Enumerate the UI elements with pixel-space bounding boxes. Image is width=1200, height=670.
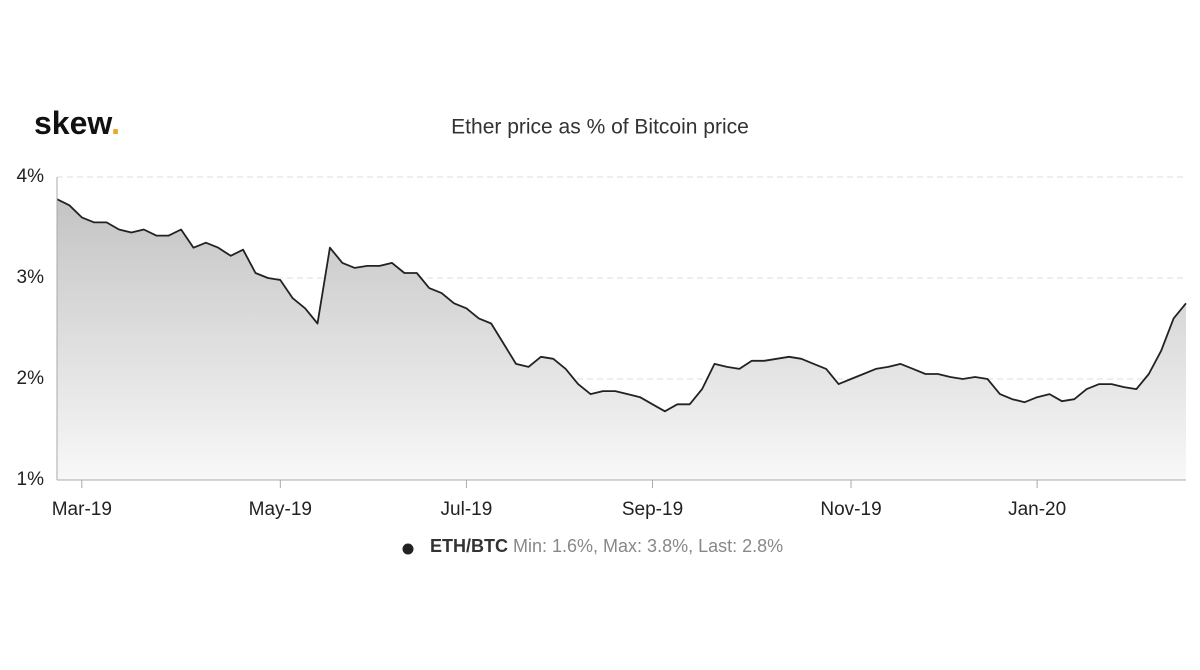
x-tick-label: May-19 (249, 499, 312, 520)
x-tick-label: Sep-19 (622, 499, 683, 520)
y-tick-label: 4% (17, 166, 45, 187)
legend-text: ETH/BTC Min: 1.6%, Max: 3.8%, Last: 2.8% (430, 536, 783, 556)
chart-title: Ether price as % of Bitcoin price (451, 116, 749, 139)
y-tick-label: 2% (17, 368, 45, 389)
y-tick-label: 3% (17, 267, 45, 288)
x-tick-label: Nov-19 (820, 499, 881, 520)
y-tick-label: 1% (17, 469, 45, 490)
legend-name: ETH/BTC (430, 536, 508, 556)
legend-stats: Min: 1.6%, Max: 3.8%, Last: 2.8% (513, 536, 783, 556)
logo-dot: . (111, 105, 120, 141)
logo: skew. (34, 105, 120, 141)
logo-text: skew (34, 105, 112, 141)
x-tick-label: Mar-19 (52, 499, 112, 520)
x-tick-label: Jan-20 (1008, 499, 1066, 520)
legend-item: ETH/BTC Min: 1.6%, Max: 3.8%, Last: 2.8% (402, 536, 783, 556)
line (56, 198, 1187, 413)
legend-marker (402, 543, 414, 555)
x-tick-label: Jul-19 (441, 499, 493, 520)
area (57, 199, 1186, 480)
